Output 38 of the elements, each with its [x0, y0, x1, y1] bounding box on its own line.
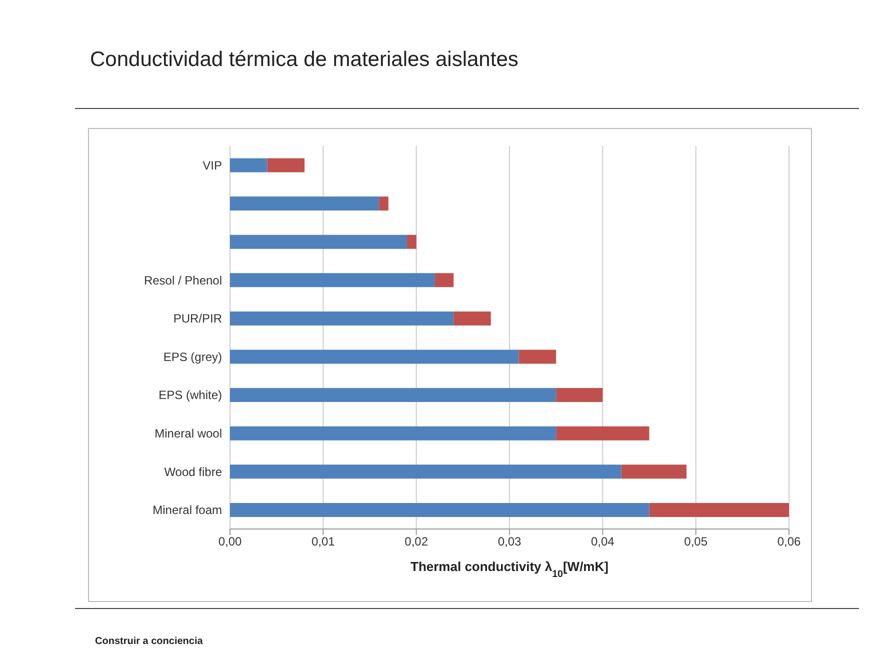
bar — [230, 388, 556, 402]
bar — [556, 388, 603, 402]
y-tick-label: VIP — [202, 158, 222, 172]
x-tick-label: 0,03 — [498, 534, 522, 549]
bar — [518, 350, 556, 364]
y-tick-label: Wood fibre — [164, 464, 222, 479]
y-tick-label: EPS (white) — [158, 388, 222, 402]
x-axis-title: Thermal conductivity λ$_{10}$[W/mK] — [410, 559, 608, 580]
x-tick-label: 0,00 — [218, 534, 242, 549]
bar — [556, 426, 650, 440]
y-tick-label: Mineral foam — [152, 503, 222, 518]
x-tick-label: 0,06 — [777, 534, 801, 549]
bar — [230, 350, 519, 364]
bar — [454, 311, 491, 326]
bar — [434, 273, 454, 288]
x-tick-label: 0,05 — [684, 534, 708, 549]
bar — [267, 158, 305, 172]
x-tick-label: 0,02 — [404, 534, 428, 549]
bar — [230, 196, 380, 211]
y-tick-label: EPS (grey) — [163, 350, 222, 364]
x-tick-label: 0,04 — [590, 534, 615, 549]
bar — [230, 273, 435, 288]
bar — [230, 502, 650, 517]
y-tick-label: Mineral wool — [154, 426, 222, 441]
bar — [649, 502, 789, 517]
y-tick-label: PUR/PIR — [173, 312, 222, 326]
bar — [230, 464, 622, 479]
bar — [230, 158, 268, 172]
text: Construir a conciencia — [95, 636, 203, 647]
bar — [621, 464, 687, 479]
bar — [230, 426, 556, 440]
chart-title: Conductividad térmica de materiales aislantes — [90, 47, 520, 73]
x-tick-label: 0,01 — [311, 534, 336, 549]
y-tick-label: Resol / Phenol — [144, 273, 222, 288]
bar — [407, 234, 416, 249]
bar — [230, 311, 454, 326]
bar — [230, 234, 408, 249]
bar — [379, 196, 388, 211]
